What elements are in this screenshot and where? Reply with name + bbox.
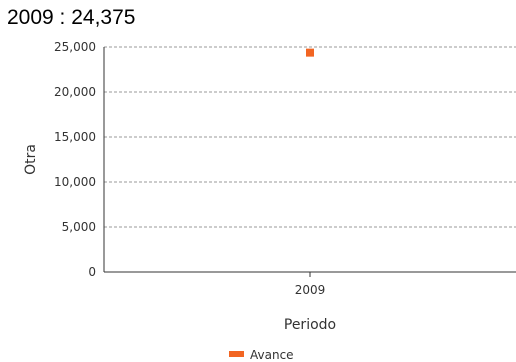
legend-label: Avance bbox=[250, 348, 294, 362]
y-tick-labels: 0 5,000 10,000 15,000 20,000 25,000 bbox=[54, 40, 96, 279]
y-tick-label: 10,000 bbox=[54, 175, 96, 189]
y-axis-title: Otra bbox=[23, 144, 39, 175]
y-tick-label: 25,000 bbox=[54, 40, 96, 54]
series-points bbox=[306, 48, 314, 57]
data-point[interactable] bbox=[306, 48, 314, 57]
y-tick-label: 20,000 bbox=[54, 85, 96, 99]
legend-swatch bbox=[229, 351, 244, 357]
x-axis-title: Periodo bbox=[284, 317, 336, 333]
x-tick-labels: 2009 bbox=[295, 272, 326, 297]
y-tick-label: 15,000 bbox=[54, 130, 96, 144]
y-tick-label: 0 bbox=[88, 265, 96, 279]
chart-headline: 2009 : 24,375 bbox=[7, 6, 136, 29]
gridlines bbox=[104, 46, 516, 228]
x-tick-label: 2009 bbox=[295, 283, 326, 297]
legend[interactable]: Avance bbox=[229, 348, 294, 362]
y-tick-label: 5,000 bbox=[62, 220, 96, 234]
